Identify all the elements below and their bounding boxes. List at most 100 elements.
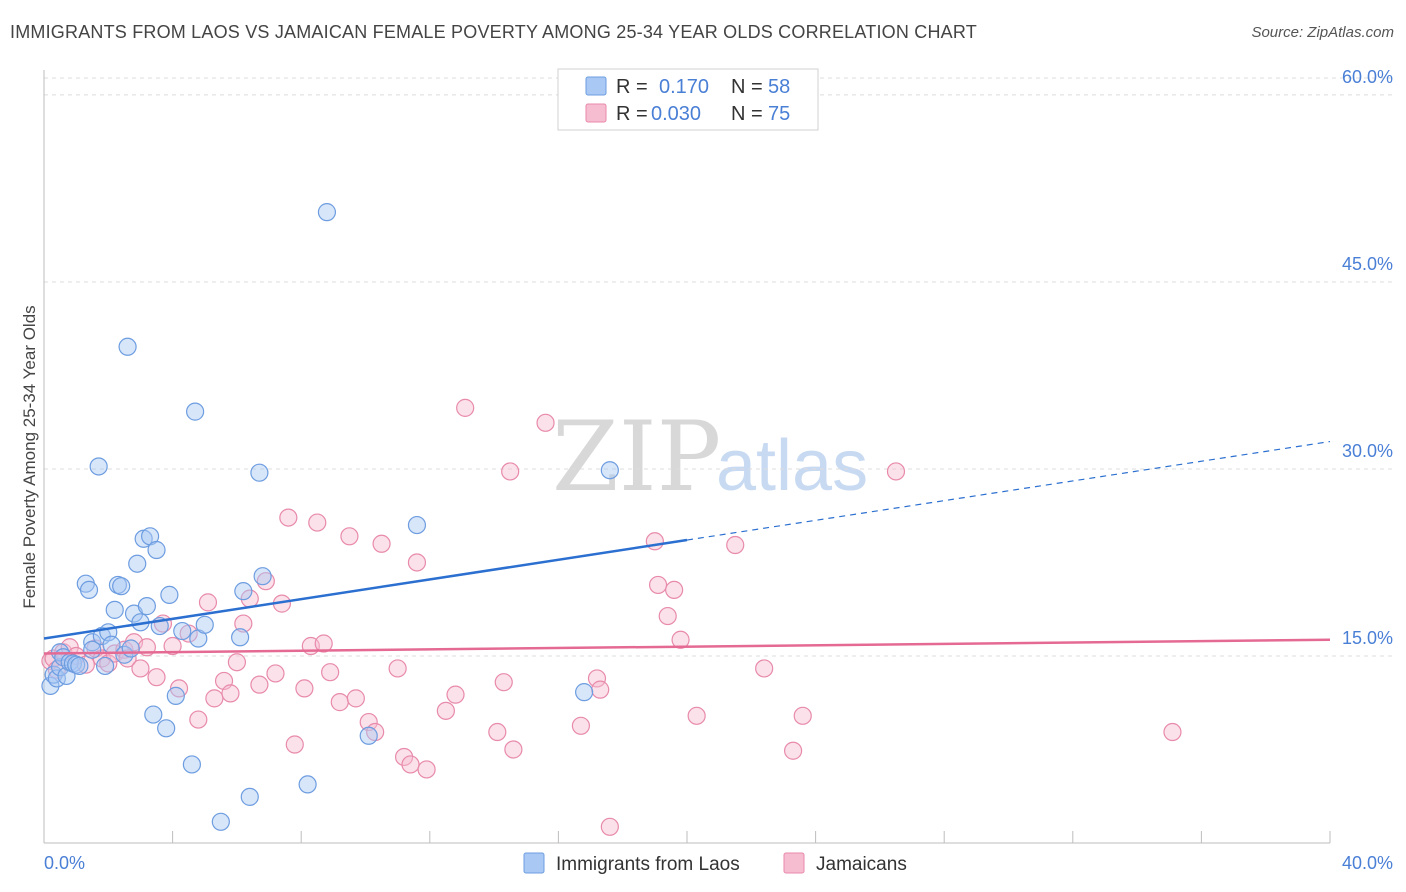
series-immigrants-from-laos <box>41 203 619 831</box>
laos-point <box>298 775 317 794</box>
laos-point <box>118 337 137 356</box>
laos-point <box>173 621 192 641</box>
jamaicans-point <box>372 534 391 553</box>
jamaicans-point <box>417 760 436 779</box>
jamaicans-point <box>340 527 359 546</box>
laos-point <box>147 540 166 560</box>
laos-point <box>166 686 185 705</box>
jamaicans-point <box>189 710 208 729</box>
jamaicans-point <box>645 532 664 551</box>
laos-point <box>79 580 99 600</box>
jamaicans-point <box>407 553 427 572</box>
jamaicans-point <box>591 680 610 699</box>
laos-point <box>144 705 163 724</box>
jamaicans-point <box>501 462 520 481</box>
jamaicans-point <box>587 669 607 688</box>
laos-point <box>575 683 594 702</box>
laos-trend-line <box>43 538 688 640</box>
jamaicans-point <box>285 735 304 754</box>
laos-point <box>41 676 60 696</box>
jamaicans-point <box>147 668 166 687</box>
jamaicans-point <box>488 722 507 742</box>
laos-point <box>182 755 201 774</box>
chart-title: IMMIGRANTS FROM LAOS VS JAMAICAN FEMALE … <box>10 22 977 42</box>
laos-point <box>128 554 147 573</box>
legend-r-value-pink: 0.030 <box>651 103 701 125</box>
jamaicans-point <box>205 689 224 708</box>
laos-point <box>253 567 272 586</box>
jamaicans-point <box>536 413 555 432</box>
jamaicans-point <box>346 689 365 708</box>
jamaicans-point <box>783 741 803 760</box>
legend-n-value-blue: 58 <box>768 76 790 98</box>
watermark-zip: ZIP <box>552 401 721 513</box>
watermark-atlas: atlas <box>716 426 868 506</box>
laos-trend-line-extrapolated <box>686 440 1331 541</box>
jamaicans-point <box>504 740 523 759</box>
laos-point <box>186 402 205 421</box>
jamaicans-trend-line <box>43 638 1331 655</box>
jamaicans-point <box>266 664 285 683</box>
trend-lines <box>43 440 1331 655</box>
jamaicans-point <box>388 659 407 678</box>
x-axis-ticks <box>172 831 1331 843</box>
jamaicans-point <box>665 580 684 600</box>
jamaicans-point <box>295 679 314 698</box>
laos-point <box>70 656 89 676</box>
legend-r-value-blue: 0.170 <box>659 76 709 98</box>
laos-point <box>121 639 140 658</box>
jamaicans-point <box>494 673 513 692</box>
laos-point <box>600 461 619 480</box>
jamaicans-point <box>755 659 774 678</box>
jamaicans-point <box>308 513 327 532</box>
jamaicans-point <box>250 675 269 694</box>
legend-swatch-blue <box>585 76 607 96</box>
x-tick-label-min: 0.0% <box>44 853 85 873</box>
y-tick-label: 45.0% <box>1342 254 1393 274</box>
jamaicans-point <box>571 716 591 735</box>
laos-point <box>240 787 259 806</box>
jamaicans-point <box>256 572 275 591</box>
series-jamaicans <box>41 398 1182 836</box>
laos-point <box>250 463 269 482</box>
laos-point <box>231 628 250 647</box>
bottom-legend: Immigrants from Laos Jamaicans <box>523 852 907 875</box>
y-tick-label: 15.0% <box>1342 628 1393 648</box>
laos-point <box>234 582 253 601</box>
jamaicans-point <box>221 684 240 703</box>
legend-swatch-pink <box>585 103 607 123</box>
jamaicans-point <box>793 706 812 725</box>
bottom-legend-label-laos: Immigrants from Laos <box>556 854 740 875</box>
laos-point <box>137 597 156 616</box>
jamaicans-point <box>314 634 333 653</box>
jamaicans-point <box>446 685 465 704</box>
jamaicans-point <box>131 659 150 678</box>
jamaicans-point <box>330 693 349 712</box>
jamaicans-point <box>394 747 414 767</box>
laos-point <box>112 577 131 596</box>
laos-point <box>195 615 214 634</box>
laos-point <box>157 719 176 738</box>
laos-point <box>83 633 102 652</box>
x-tick-label-max: 40.0% <box>1342 853 1393 873</box>
laos-point <box>95 656 115 676</box>
watermark: ZIP atlas <box>552 401 868 513</box>
jamaicans-point <box>279 508 298 527</box>
jamaicans-point <box>886 462 906 481</box>
legend-n-label-pink: N = <box>731 103 763 125</box>
legend-r-label-pink: R = <box>616 103 648 125</box>
bottom-legend-swatch-pink <box>783 852 805 874</box>
jamaicans-point <box>359 712 378 732</box>
jamaicans-point <box>600 817 619 836</box>
legend-r-label-blue: R = <box>616 76 648 98</box>
jamaicans-point <box>687 706 706 725</box>
y-tick-labels: 15.0% 30.0% 45.0% 60.0% <box>1342 67 1393 648</box>
jamaicans-point <box>658 606 677 626</box>
jamaicans-point <box>726 535 745 555</box>
legend: R = 0.170 N = 58 R = 0.030 N = 75 <box>557 68 819 131</box>
laos-point <box>105 600 124 619</box>
gridlines <box>44 77 1393 657</box>
y-tick-label: 30.0% <box>1342 441 1393 461</box>
jamaicans-point <box>401 755 420 774</box>
